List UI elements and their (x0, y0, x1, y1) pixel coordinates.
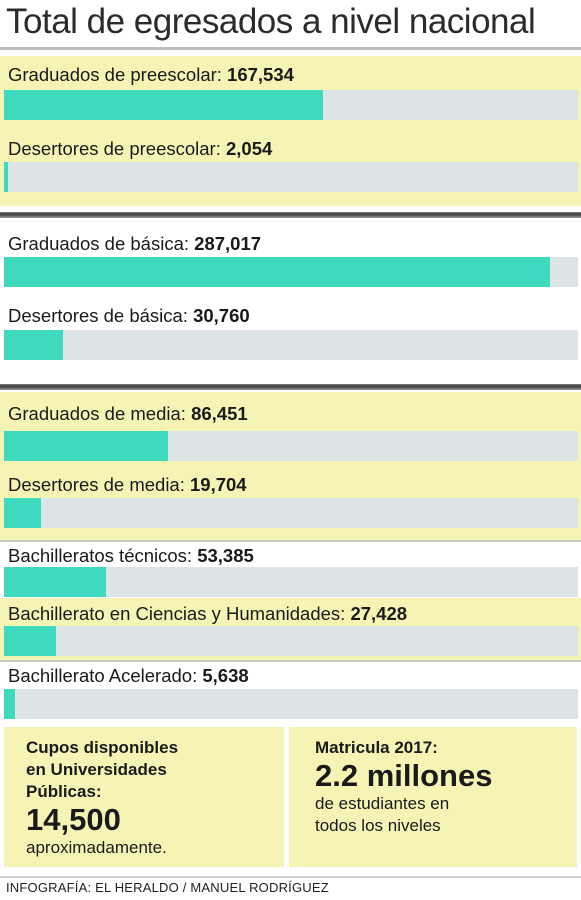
bar-track (4, 330, 578, 360)
bar-track (4, 689, 578, 719)
matricula-number: 2.2 millones (315, 758, 493, 793)
bar-track (4, 498, 578, 528)
title-rule (0, 47, 581, 50)
bar-track (4, 257, 578, 287)
divider-2 (0, 384, 581, 390)
bar-ciencias-humanidades (4, 626, 56, 656)
cupos-box: Cupos disponibles en Universidades Públi… (4, 727, 284, 867)
chart-title: Total de egresados a nivel nacional (6, 2, 536, 41)
divider-1 (0, 212, 581, 218)
bar-label: Bachilleratos técnicos: 53,385 (8, 545, 254, 566)
cupos-suffix: aproximadamente. (26, 838, 167, 857)
bar-label: Bachillerato Acelerado: 5,638 (8, 665, 249, 686)
matricula-box: Matricula 2017: 2.2 millones de estudian… (289, 727, 577, 867)
bar-track (4, 431, 578, 461)
bar-graduados-preescolar (4, 90, 323, 120)
bar-label: Graduados de preescolar: 167,534 (8, 64, 294, 85)
bar-bachilleratos-tecnicos (4, 567, 106, 597)
cupos-number: 14,500 (26, 802, 121, 837)
bar-track (4, 567, 578, 597)
bar-desertores-media (4, 498, 41, 528)
matricula-line2: de estudiantes en (315, 794, 450, 813)
cupos-line1: Cupos disponibles (26, 738, 179, 757)
bar-desertores-basica (4, 330, 63, 360)
bar-track (4, 162, 578, 192)
bar-graduados-media (4, 431, 168, 461)
credit: INFOGRAFÍA: EL HERALDO / MANUEL RODRÍGUE… (6, 880, 329, 895)
bar-label: Bachillerato en Ciencias y Humanidades: … (8, 603, 408, 624)
bar-label: Desertores de preescolar: 2,054 (8, 138, 273, 159)
bar-graduados-basica (4, 257, 550, 287)
bar-bachillerato-acelerado (4, 689, 15, 719)
bar-track (4, 626, 578, 656)
bar-track (4, 90, 578, 120)
cupos-line3: Públicas: (26, 782, 102, 801)
credit-rule (0, 876, 581, 878)
matricula-line3: todos los niveles (315, 816, 441, 835)
matricula-line1: Matricula 2017: (315, 738, 438, 757)
bar-label: Desertores de básica: 30,760 (8, 305, 250, 326)
cupos-line2: en Universidades (26, 760, 167, 779)
bar-label: Desertores de media: 19,704 (8, 474, 247, 495)
bar-desertores-preescolar (4, 162, 8, 192)
bar-label: Graduados de básica: 287,017 (8, 233, 262, 254)
bar-label: Graduados de media: 86,451 (8, 403, 248, 424)
